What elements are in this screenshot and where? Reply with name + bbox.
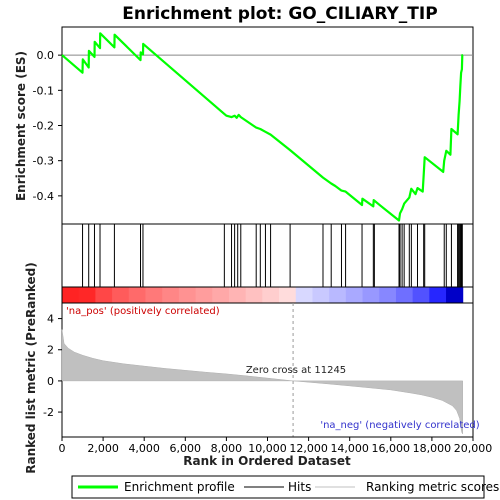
rank-bar-segment: [395, 287, 414, 303]
es-tick-label: 0.0: [37, 49, 55, 62]
es-tick-label: -0.3: [33, 155, 54, 168]
x-tick-label: 18,000: [413, 442, 452, 455]
rank-color-bar: [61, 286, 474, 304]
rank-bar-segment: [329, 287, 347, 303]
rank-bar-segment: [295, 287, 313, 303]
legend-metric-label: Ranking metric scores: [366, 480, 499, 494]
es-tick-label: -0.4: [33, 190, 54, 203]
es-y-axis: 0.0 -0.1 -0.2 -0.3 -0.4: [33, 49, 62, 203]
zero-cross-label: Zero cross at 11245: [246, 365, 346, 376]
metric-y-axis: 4 2 0 -2: [43, 313, 62, 419]
rank-bar-segment: [178, 287, 197, 303]
x-axis-label: Rank in Ordered Dataset: [183, 454, 351, 468]
metric-y-axis-label: Ranked list metric (PreRanked): [24, 262, 38, 474]
legend: Enrichment profile Hits Ranking metric s…: [71, 475, 499, 499]
es-y-axis-label: Enrichment score (ES): [14, 51, 28, 201]
rank-bar-segment: [145, 287, 163, 303]
x-tick-label: 8,000: [211, 442, 243, 455]
rank-bar-segment: [228, 287, 247, 303]
rank-bar-segment: [362, 287, 380, 303]
x-axis: 0 2,000 4,000 6,000 8,000 10,000 12,000 14,000 1…: [59, 436, 493, 455]
metric-tick-label: 2: [47, 344, 54, 357]
hits-series: [82, 224, 463, 287]
x-tick-label: 20,000: [454, 442, 493, 455]
rank-bar-segment: [212, 287, 230, 303]
es-tick-label: -0.2: [33, 120, 54, 133]
rank-bar-segment: [195, 287, 213, 303]
x-tick-label: 6,000: [170, 442, 202, 455]
ranking-metric-series: [61, 329, 463, 435]
metric-tick-label: 4: [47, 313, 54, 326]
neg-correlated-label: 'na_neg' (negatively correlated): [320, 420, 479, 431]
rank-bar-segment: [412, 287, 430, 303]
metric-tick-label: 0: [47, 375, 54, 388]
rank-bar-segment: [95, 287, 113, 303]
rank-bar-segment: [345, 287, 364, 303]
rank-bar-segment: [128, 287, 146, 303]
rank-bar-segment: [112, 287, 130, 303]
chart-title: Enrichment plot: GO_CILIARY_TIP: [122, 4, 437, 24]
x-tick-label: 14,000: [330, 442, 369, 455]
rank-bar-segment: [62, 287, 80, 303]
enrichment-profile-series: [61, 32, 464, 222]
x-tick-label: 16,000: [372, 442, 411, 455]
rank-bar-segment: [279, 287, 297, 303]
legend-enrichment-label: Enrichment profile: [124, 480, 235, 494]
rank-bar-segment: [429, 287, 447, 303]
rank-bar-segment: [262, 287, 280, 303]
pos-correlated-label: 'na_pos' (positively correlated): [66, 306, 220, 317]
metric-tick-label: -2: [43, 406, 54, 419]
rank-bar-segment: [446, 287, 464, 303]
es-panel: [61, 26, 474, 225]
rank-bar-segment: [162, 287, 180, 303]
rank-bar-segment: [379, 287, 397, 303]
rank-bar-segment: [245, 287, 263, 303]
enrichment-profile-line: [61, 32, 464, 222]
x-tick-label: 12,000: [289, 442, 328, 455]
x-tick-label: 0: [59, 442, 66, 455]
ranking-metric-area: [61, 329, 463, 435]
es-tick-label: -0.1: [33, 84, 54, 97]
rank-bar-segment: [78, 287, 96, 303]
rank-bar-segment: [312, 287, 330, 303]
x-tick-label: 4,000: [128, 442, 160, 455]
legend-hits-label: Hits: [288, 480, 311, 494]
x-tick-label: 2,000: [87, 442, 119, 455]
x-tick-label: 10,000: [248, 442, 287, 455]
